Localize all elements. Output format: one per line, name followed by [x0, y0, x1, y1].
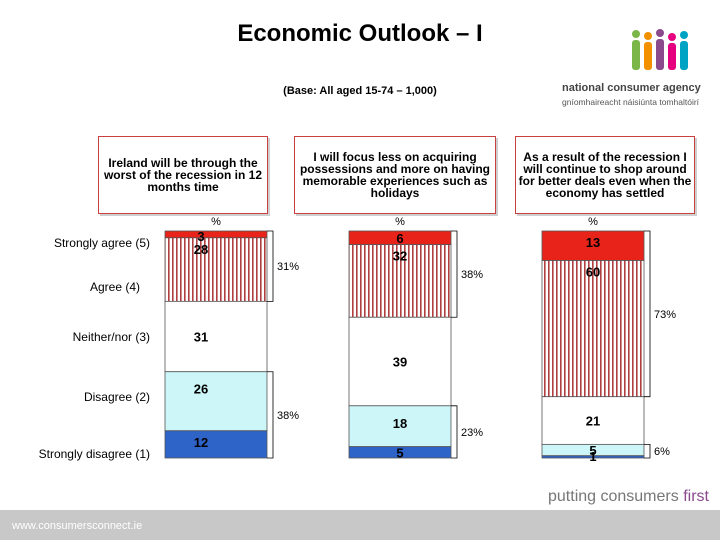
bar-1-disagree-total: 38% — [277, 410, 299, 422]
people-logo-icon — [632, 29, 688, 70]
bar-3-agree-value: 60 — [586, 265, 600, 280]
bar-3-neither-value: 21 — [586, 414, 600, 429]
bar-1-agree-bracket — [267, 230, 274, 302]
bar-3-neither-segment — [541, 396, 645, 445]
bar-1-agree-total: 31% — [277, 261, 299, 273]
tagline: putting consumers first — [548, 488, 709, 505]
bar-1-unit-label: % — [211, 216, 221, 228]
bar-3-strongly-disagree-value: 1 — [589, 449, 596, 464]
bar-1-agree-segment — [164, 237, 268, 302]
bar-2-strongly-disagree-value: 5 — [396, 445, 403, 460]
question-3-box: As a result of the recession I will cont… — [515, 136, 695, 214]
bar-1-strongly-agree-segment — [164, 230, 268, 239]
bar-1-strongly-disagree-value: 12 — [194, 435, 208, 450]
row-label-strongly-disagree: Strongly disagree (1) — [38, 447, 150, 461]
bar-3-unit-label: % — [588, 216, 598, 228]
row-label-disagree: Disagree (2) — [83, 390, 150, 404]
footer-url[interactable]: www.consumersconnect.ie — [12, 520, 143, 532]
question-2-box: I will focus less on acquiring possessio… — [294, 136, 496, 214]
question-1-box: Ireland will be through the worst of the… — [98, 136, 268, 214]
bar-2-agree-total: 38% — [461, 269, 483, 281]
bar-2-disagree-segment — [348, 405, 452, 448]
bar-3-disagree-total: 6% — [654, 446, 670, 458]
row-label-strongly-agree: Strongly agree (5) — [53, 236, 150, 250]
base-note: (Base: All aged 15-74 – 1,000) — [283, 85, 437, 97]
bar-1-strongly-agree-value: 3 — [197, 229, 204, 244]
page-title: Economic Outlook – I — [237, 20, 483, 47]
bar-2-agree-segment — [348, 244, 452, 318]
bar-3-strongly-disagree-segment — [541, 455, 645, 459]
row-label-agree: Agree (4) — [89, 280, 140, 294]
bar-2-neither-segment — [348, 316, 452, 407]
bar-3-agree-segment — [541, 260, 645, 398]
bar-2-neither-value: 39 — [393, 355, 407, 370]
bar-2-unit-label: % — [395, 216, 405, 228]
bar-2-agree-value: 32 — [393, 249, 407, 264]
bar-3-disagree-value: 5 — [589, 443, 596, 458]
bar-3-agree-bracket — [644, 230, 651, 398]
bar-1-disagree-segment — [164, 371, 268, 432]
bar-1-disagree-value: 26 — [194, 382, 208, 397]
logo-name-irish: gníomhaireacht náisiúnta tomhaltóirí — [562, 97, 700, 107]
bar-2-disagree-total: 23% — [461, 427, 483, 439]
bar-3-strongly-agree-segment — [541, 230, 645, 261]
bar-1-disagree-bracket — [267, 371, 274, 459]
bar-2-agree-bracket — [451, 230, 458, 318]
bar-1-neither-value: 31 — [194, 330, 208, 345]
bar-1-agree-value: 28 — [194, 242, 208, 257]
bar-3-agree-total: 73% — [654, 309, 676, 321]
bar-1-neither-segment — [164, 300, 268, 373]
bar-3-strongly-agree-value: 13 — [586, 235, 600, 250]
row-label-neither: Neither/nor (3) — [72, 330, 150, 344]
bar-1-strongly-disagree-segment — [164, 430, 268, 459]
bar-2-disagree-bracket — [451, 405, 458, 459]
nca-logo — [632, 29, 688, 70]
logo-name: national consumer agency — [562, 82, 701, 94]
footer-bar — [0, 510, 720, 540]
bar-2-strongly-agree-value: 6 — [396, 231, 403, 246]
bar-2-strongly-disagree-segment — [348, 446, 452, 459]
bar-2-disagree-value: 18 — [393, 416, 407, 431]
bar-3-disagree-bracket — [644, 443, 651, 459]
